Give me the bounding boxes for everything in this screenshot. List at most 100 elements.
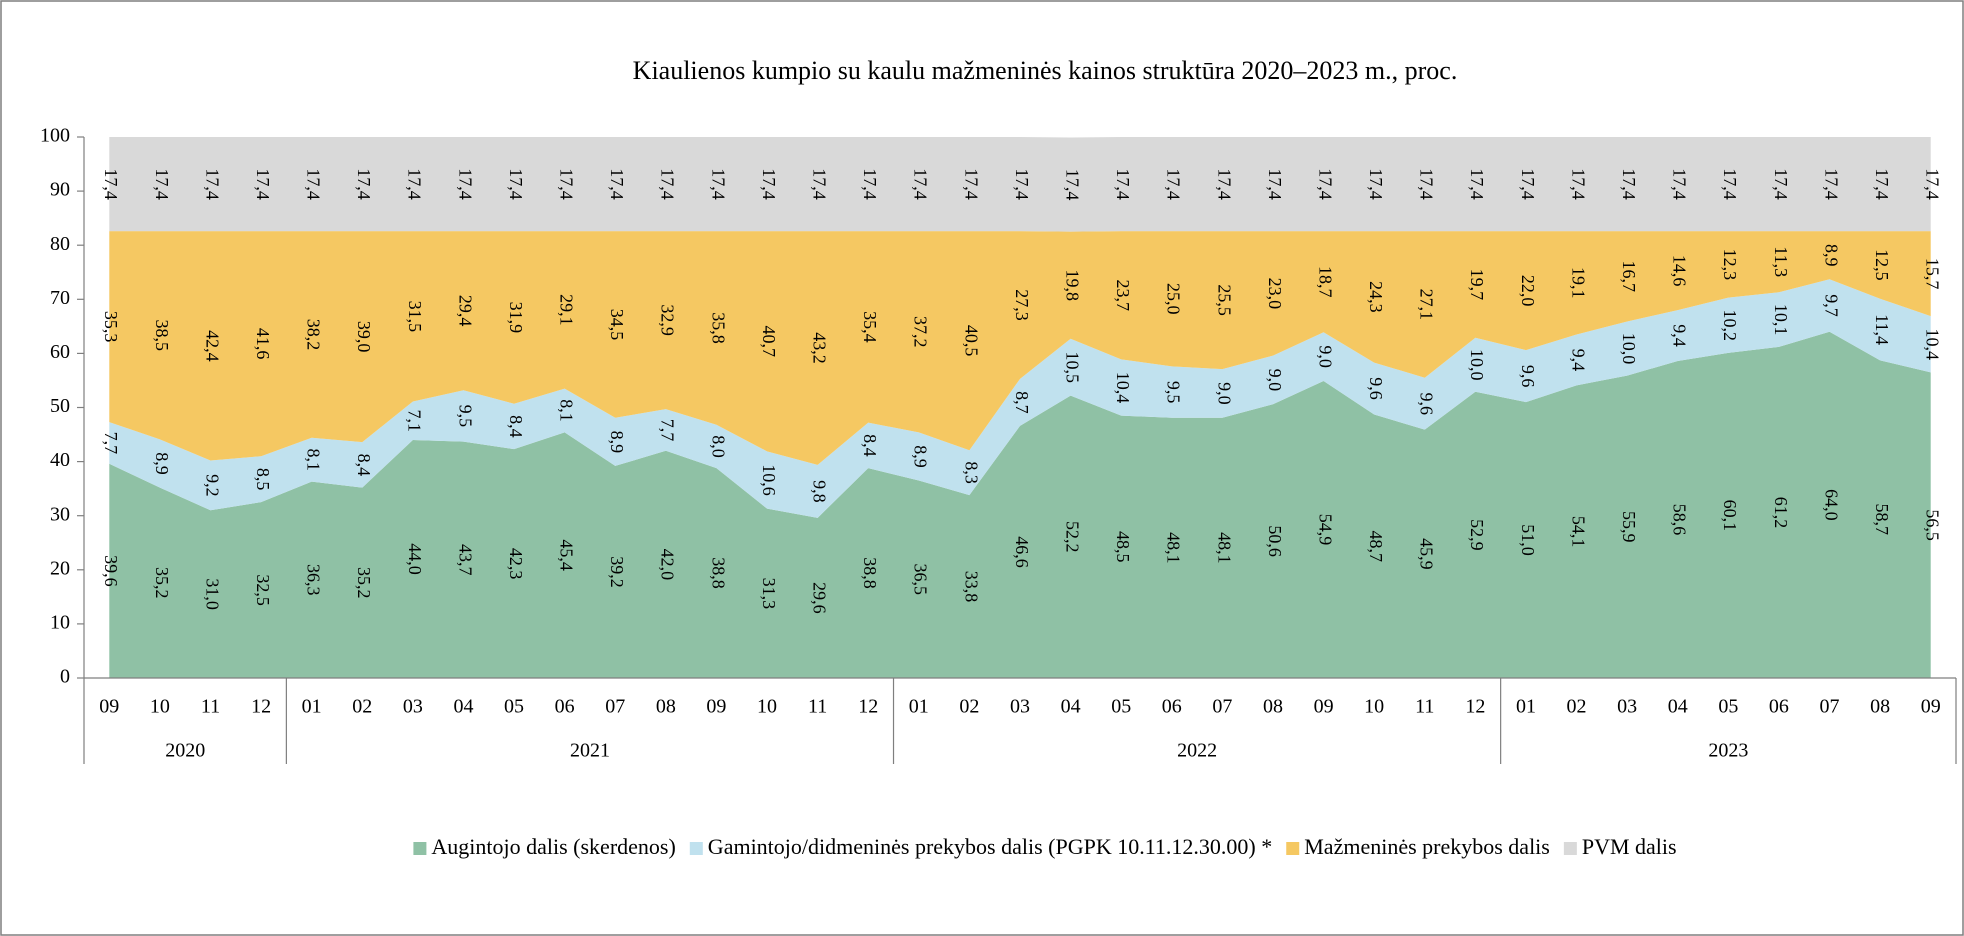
data-label: 17,4 xyxy=(1619,168,1639,200)
x-tick-label: 09 xyxy=(1921,696,1941,718)
x-tick-label: 06 xyxy=(1769,696,1789,718)
x-tick-label: 04 xyxy=(1668,696,1688,718)
data-label: 17,4 xyxy=(253,168,273,200)
data-label: 36,3 xyxy=(304,564,324,596)
data-label: 31,3 xyxy=(759,578,779,610)
data-label: 37,2 xyxy=(911,316,931,348)
data-label: 17,4 xyxy=(1670,168,1690,200)
data-label: 8,7 xyxy=(1012,391,1032,414)
data-label: 17,4 xyxy=(1872,168,1892,200)
y-tick-label: 70 xyxy=(50,287,70,309)
x-tick-label: 12 xyxy=(251,696,271,718)
y-tick-label: 50 xyxy=(50,395,70,417)
x-tick-label: 09 xyxy=(99,696,119,718)
legend-label: Augintojo dalis (skerdenos) xyxy=(431,834,675,859)
data-label: 17,4 xyxy=(1315,168,1335,200)
data-label: 35,2 xyxy=(354,567,374,599)
data-label: 7,1 xyxy=(405,410,425,433)
data-label: 38,5 xyxy=(152,320,172,352)
data-label: 31,0 xyxy=(202,578,222,610)
x-tick-label: 12 xyxy=(1465,696,1485,718)
data-label: 40,7 xyxy=(759,325,779,357)
data-label: 29,4 xyxy=(455,295,475,327)
data-label: 7,7 xyxy=(101,432,121,455)
data-label: 55,9 xyxy=(1619,511,1639,543)
data-label: 64,0 xyxy=(1821,489,1841,521)
area xyxy=(109,331,1931,678)
data-label: 24,3 xyxy=(1366,281,1386,313)
data-label: 11,4 xyxy=(1872,314,1892,345)
y-tick-label: 80 xyxy=(50,233,70,255)
x-tick-label: 04 xyxy=(453,696,473,718)
data-label: 50,6 xyxy=(1265,525,1285,557)
data-label: 48,7 xyxy=(1366,531,1386,563)
data-label: 42,3 xyxy=(506,548,526,580)
data-label: 14,6 xyxy=(1670,255,1690,287)
data-label: 10,2 xyxy=(1720,310,1740,342)
x-tick-label: 12 xyxy=(858,696,878,718)
y-tick-label: 100 xyxy=(40,125,70,147)
data-label: 8,9 xyxy=(911,445,931,468)
data-label: 9,0 xyxy=(1265,369,1285,392)
data-label: 9,6 xyxy=(1417,392,1437,415)
data-label: 11,3 xyxy=(1771,246,1791,277)
data-label: 48,1 xyxy=(1164,532,1184,564)
x-tick-label: 03 xyxy=(403,696,423,718)
x-group-label: 2020 xyxy=(165,740,205,762)
data-label: 8,0 xyxy=(708,435,728,458)
x-tick-label: 10 xyxy=(757,696,777,718)
x-tick-label: 07 xyxy=(1820,696,1840,718)
data-label: 10,4 xyxy=(1113,372,1133,404)
x-tick-label: 11 xyxy=(808,696,827,718)
data-label: 9,6 xyxy=(1366,377,1386,400)
data-label: 48,5 xyxy=(1113,531,1133,563)
data-label: 44,0 xyxy=(405,543,425,575)
data-label: 31,9 xyxy=(506,302,526,334)
data-label: 58,6 xyxy=(1670,504,1690,536)
data-label: 17,4 xyxy=(658,168,678,200)
legend-swatch xyxy=(1563,842,1577,855)
data-label: 35,4 xyxy=(860,311,880,343)
data-label: 31,5 xyxy=(405,301,425,333)
x-tick-label: 11 xyxy=(1415,696,1434,718)
x-tick-label: 03 xyxy=(1010,696,1030,718)
data-label: 34,5 xyxy=(607,309,627,341)
data-label: 42,0 xyxy=(658,549,678,581)
data-label: 32,5 xyxy=(253,574,273,606)
data-label: 10,5 xyxy=(1062,351,1082,383)
x-tick-label: 05 xyxy=(1111,696,1131,718)
x-tick-label: 01 xyxy=(302,696,322,718)
data-label: 16,7 xyxy=(1619,261,1639,293)
data-label: 29,1 xyxy=(557,294,577,326)
data-label: 39,2 xyxy=(607,556,627,588)
data-label: 36,5 xyxy=(911,564,931,596)
area xyxy=(109,231,1931,465)
data-label: 9,7 xyxy=(1821,294,1841,317)
x-tick-label: 07 xyxy=(605,696,625,718)
y-tick-label: 60 xyxy=(50,341,70,363)
data-label: 17,4 xyxy=(1923,168,1943,200)
area xyxy=(109,137,1931,232)
data-label: 17,4 xyxy=(1821,168,1841,200)
data-label: 7,7 xyxy=(658,419,678,442)
data-label: 17,4 xyxy=(911,168,931,200)
data-label: 17,4 xyxy=(607,168,627,200)
y-tick-label: 90 xyxy=(50,179,70,201)
legend-swatch xyxy=(689,842,703,855)
data-label: 54,9 xyxy=(1315,514,1335,546)
data-label: 43,7 xyxy=(455,544,475,576)
data-label: 8,4 xyxy=(354,454,374,477)
data-label: 23,7 xyxy=(1113,279,1133,311)
data-label: 9,4 xyxy=(1670,324,1690,347)
data-label: 17,4 xyxy=(304,168,324,200)
data-label: 17,4 xyxy=(101,168,121,200)
data-label: 19,1 xyxy=(1568,267,1588,299)
data-label: 22,0 xyxy=(1518,275,1538,307)
data-label: 17,4 xyxy=(1214,168,1234,200)
data-label: 23,0 xyxy=(1265,278,1285,310)
x-tick-label: 01 xyxy=(909,696,929,718)
data-label: 10,0 xyxy=(1467,349,1487,381)
data-label: 45,9 xyxy=(1417,538,1437,570)
data-label: 48,1 xyxy=(1214,532,1234,564)
data-label: 17,4 xyxy=(557,168,577,200)
